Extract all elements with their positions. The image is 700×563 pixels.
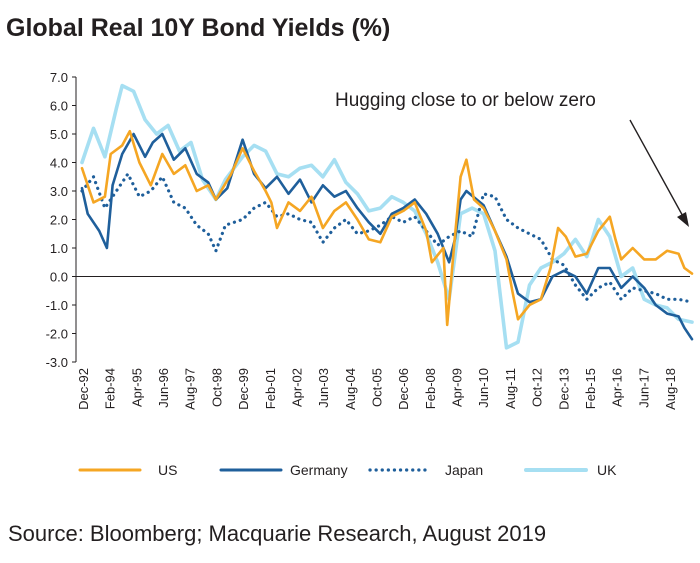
x-tick-label: Jun-96 <box>156 368 171 408</box>
series-line-germany <box>80 132 694 341</box>
y-tick-label: 6.0 <box>50 99 68 114</box>
chart-title: Global Real 10Y Bond Yields (%) <box>6 14 391 42</box>
legend-item-japan: Japan <box>368 462 483 478</box>
x-tick-label: Apr-09 <box>450 368 465 407</box>
x-tick-label: Dec-13 <box>556 368 571 410</box>
x-tick-label: Aug-11 <box>503 368 518 409</box>
y-tick-label: -1.0 <box>46 298 68 313</box>
x-tick-label: Dec-06 <box>396 368 411 410</box>
y-tick-label: 2.0 <box>50 213 68 228</box>
x-axis: Dec-92 Feb-94 Apr-95 Jun-96 Aug-97 Oct-98 Dec-… <box>76 276 690 410</box>
y-tick-label: 5.0 <box>50 127 68 142</box>
legend-label: Germany <box>290 462 348 478</box>
y-tick-label: 4.0 <box>50 156 68 171</box>
series-line-us <box>80 129 694 327</box>
annotation-arrow-head <box>677 212 689 227</box>
x-tick-label: Dec-99 <box>236 368 251 410</box>
x-tick-label: Oct-12 <box>530 368 545 407</box>
y-tick-label: 3.0 <box>50 184 68 199</box>
x-tick-label: Aug-04 <box>343 368 358 410</box>
y-tick-label: 1.0 <box>50 241 68 256</box>
x-tick-label: Feb-15 <box>583 368 598 409</box>
x-tick-label: Aug-18 <box>663 368 678 410</box>
legend-label: US <box>158 462 177 478</box>
x-tick-label: Oct-05 <box>370 368 385 407</box>
y-tick-label: -2.0 <box>46 327 68 342</box>
x-tick-label: Apr-16 <box>610 368 625 407</box>
x-tick-label: Dec-92 <box>76 368 91 410</box>
series-line-uk <box>80 83 694 350</box>
y-tick-label: 7.0 <box>50 70 68 85</box>
x-tick-label: Feb-08 <box>423 368 438 409</box>
x-tick-label: Jun-17 <box>636 368 651 408</box>
x-tick-label: Feb-01 <box>263 368 278 409</box>
source-note: Source: Bloomberg; Macquarie Research, A… <box>8 521 547 546</box>
legend-item-uk: UK <box>524 462 617 478</box>
y-tick-label: 0.0 <box>50 270 68 285</box>
x-tick-label: Jun-03 <box>316 368 331 408</box>
annotation-arrow-line <box>629 119 686 221</box>
y-tick-label: -3.0 <box>46 355 68 370</box>
legend-label: Japan <box>445 462 483 478</box>
legend: US Germany Japan UK <box>78 462 617 478</box>
legend-label: UK <box>597 462 617 478</box>
series-line-japan <box>80 172 694 304</box>
legend-item-germany: Germany <box>219 462 348 478</box>
x-tick-label: Apr-95 <box>129 368 144 407</box>
annotation-text: Hugging close to or below zero <box>335 90 596 111</box>
series-layer <box>80 83 694 350</box>
x-tick-label: Feb-94 <box>103 368 118 409</box>
y-axis: 7.0 6.0 5.0 4.0 3.0 2.0 1.0 0.0 -1.0 -2.0 -3.0 <box>46 70 77 370</box>
x-tick-label: Jun-10 <box>476 368 491 408</box>
x-tick-label: Oct-98 <box>209 368 224 407</box>
x-tick-label: Aug-97 <box>183 368 198 410</box>
annotation: Hugging close to or below zero <box>335 90 689 227</box>
legend-item-us: US <box>78 462 177 478</box>
x-tick-label: Apr-02 <box>289 368 304 407</box>
